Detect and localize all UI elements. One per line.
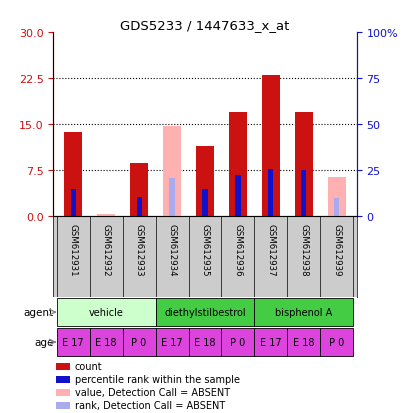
Text: count: count xyxy=(74,361,102,371)
Text: GSM612935: GSM612935 xyxy=(200,223,209,276)
Text: GSM612939: GSM612939 xyxy=(332,223,341,276)
Bar xyxy=(327,177,345,217)
Text: E 18: E 18 xyxy=(292,337,314,347)
Text: value, Detection Call = ABSENT: value, Detection Call = ABSENT xyxy=(74,387,229,397)
Title: GDS5233 / 1447633_x_at: GDS5233 / 1447633_x_at xyxy=(120,19,289,32)
Bar xyxy=(188,328,221,356)
Text: P 0: P 0 xyxy=(328,337,344,347)
Text: GSM612932: GSM612932 xyxy=(101,223,110,276)
Text: E 18: E 18 xyxy=(95,337,117,347)
Bar xyxy=(261,76,279,217)
Bar xyxy=(136,197,141,217)
Text: P 0: P 0 xyxy=(131,337,146,347)
Text: E 18: E 18 xyxy=(194,337,215,347)
Bar xyxy=(56,328,89,356)
Bar xyxy=(221,328,254,356)
Bar xyxy=(268,169,273,217)
Bar xyxy=(97,214,115,217)
Text: rank, Detection Call = ABSENT: rank, Detection Call = ABSENT xyxy=(74,400,224,410)
Bar xyxy=(56,299,155,326)
Bar xyxy=(56,389,70,396)
Bar xyxy=(56,363,70,370)
Text: GSM612936: GSM612936 xyxy=(233,223,242,276)
Text: GSM612938: GSM612938 xyxy=(299,223,308,276)
Bar xyxy=(202,189,207,217)
Bar xyxy=(155,328,188,356)
Bar xyxy=(56,401,70,409)
Bar xyxy=(122,328,155,356)
Bar xyxy=(235,175,240,217)
Text: P 0: P 0 xyxy=(230,337,245,347)
Text: bisphenol A: bisphenol A xyxy=(274,307,332,317)
Text: E 17: E 17 xyxy=(259,337,281,347)
Text: GSM612934: GSM612934 xyxy=(167,223,176,276)
Bar xyxy=(301,171,306,217)
Bar xyxy=(169,179,174,217)
Bar xyxy=(155,299,254,326)
Bar xyxy=(287,328,320,356)
Bar xyxy=(228,113,247,217)
Text: percentile rank within the sample: percentile rank within the sample xyxy=(74,375,239,385)
Text: GSM612933: GSM612933 xyxy=(134,223,143,276)
Text: diethylstilbestrol: diethylstilbestrol xyxy=(164,307,245,317)
Bar xyxy=(254,328,287,356)
Text: agent: agent xyxy=(24,307,54,317)
Bar xyxy=(294,113,312,217)
Bar xyxy=(56,376,70,383)
Text: E 17: E 17 xyxy=(161,337,182,347)
Bar xyxy=(320,328,353,356)
Bar xyxy=(89,328,122,356)
Bar xyxy=(162,126,181,217)
Text: GSM612937: GSM612937 xyxy=(266,223,275,276)
Bar xyxy=(254,299,353,326)
Bar xyxy=(64,132,82,217)
Text: GSM612931: GSM612931 xyxy=(68,223,77,276)
Bar xyxy=(334,199,339,217)
Text: age: age xyxy=(34,337,54,347)
Bar xyxy=(196,147,213,217)
Text: E 17: E 17 xyxy=(62,337,84,347)
Bar xyxy=(130,164,148,217)
Bar xyxy=(70,189,75,217)
Text: vehicle: vehicle xyxy=(88,307,123,317)
